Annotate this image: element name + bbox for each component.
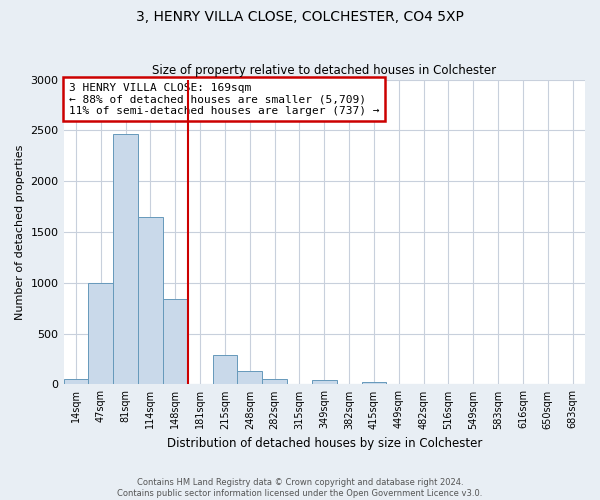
- X-axis label: Distribution of detached houses by size in Colchester: Distribution of detached houses by size …: [167, 437, 482, 450]
- Bar: [312, 380, 337, 384]
- Bar: [212, 355, 238, 384]
- Bar: [88, 283, 113, 384]
- Bar: [64, 379, 88, 384]
- Bar: [138, 216, 163, 384]
- Bar: [262, 380, 287, 384]
- Bar: [163, 299, 188, 384]
- Text: Contains HM Land Registry data © Crown copyright and database right 2024.
Contai: Contains HM Land Registry data © Crown c…: [118, 478, 482, 498]
- Y-axis label: Number of detached properties: Number of detached properties: [15, 144, 25, 320]
- Text: 3, HENRY VILLA CLOSE, COLCHESTER, CO4 5XP: 3, HENRY VILLA CLOSE, COLCHESTER, CO4 5X…: [136, 10, 464, 24]
- Title: Size of property relative to detached houses in Colchester: Size of property relative to detached ho…: [152, 64, 496, 77]
- Bar: [362, 382, 386, 384]
- Bar: [113, 134, 138, 384]
- Bar: [238, 371, 262, 384]
- Text: 3 HENRY VILLA CLOSE: 169sqm
← 88% of detached houses are smaller (5,709)
11% of : 3 HENRY VILLA CLOSE: 169sqm ← 88% of det…: [69, 82, 379, 116]
